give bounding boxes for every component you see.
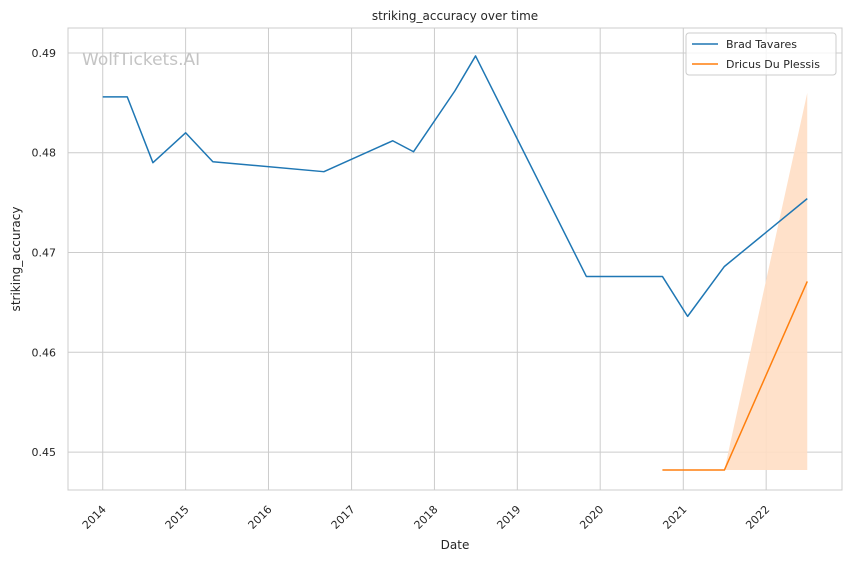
y-tick-labels: 0.45 0.46 0.47 0.48 0.49 bbox=[32, 47, 57, 459]
confidence-bands bbox=[724, 92, 808, 471]
y-tick-label: 0.49 bbox=[32, 47, 57, 60]
series-line-brad-tavares bbox=[102, 55, 808, 318]
legend-box bbox=[685, 32, 837, 76]
chart-title: striking_accuracy over time bbox=[372, 9, 538, 23]
x-tick-labels: 2014 2015 2016 2017 2018 2019 2020 2021 2022 bbox=[80, 503, 772, 532]
y-axis-label: striking_accuracy bbox=[9, 207, 23, 312]
x-tick-label: 2018 bbox=[412, 503, 441, 532]
y-tick-label: 0.46 bbox=[32, 346, 57, 359]
series-lines bbox=[102, 55, 808, 471]
legend-label-brad-tavares: Brad Tavares bbox=[726, 38, 797, 51]
x-tick-label: 2015 bbox=[163, 503, 192, 532]
x-tick-label: 2016 bbox=[246, 503, 275, 532]
y-tick-label: 0.47 bbox=[32, 247, 57, 260]
y-tick-label: 0.45 bbox=[32, 446, 57, 459]
x-tick-label: 2022 bbox=[743, 503, 772, 532]
x-axis-label: Date bbox=[441, 538, 470, 552]
x-tick-label: 2019 bbox=[494, 503, 523, 532]
series-line-dricus-du-plessis bbox=[662, 281, 808, 471]
legend-label-dricus-du-plessis: Dricus Du Plessis bbox=[726, 58, 820, 71]
x-gridlines bbox=[102, 28, 767, 490]
legend: Brad Tavares Dricus Du Plessis bbox=[685, 32, 837, 76]
watermark: WolfTickets.AI bbox=[82, 50, 200, 70]
confidence-band-dricus-du-plessis bbox=[724, 92, 808, 471]
x-tick-label: 2021 bbox=[660, 503, 689, 532]
plot-area bbox=[67, 27, 843, 491]
x-tick-label: 2017 bbox=[329, 503, 358, 532]
x-tick-label: 2014 bbox=[80, 503, 109, 532]
y-tick-label: 0.48 bbox=[32, 147, 57, 160]
x-tick-label: 2020 bbox=[577, 503, 606, 532]
